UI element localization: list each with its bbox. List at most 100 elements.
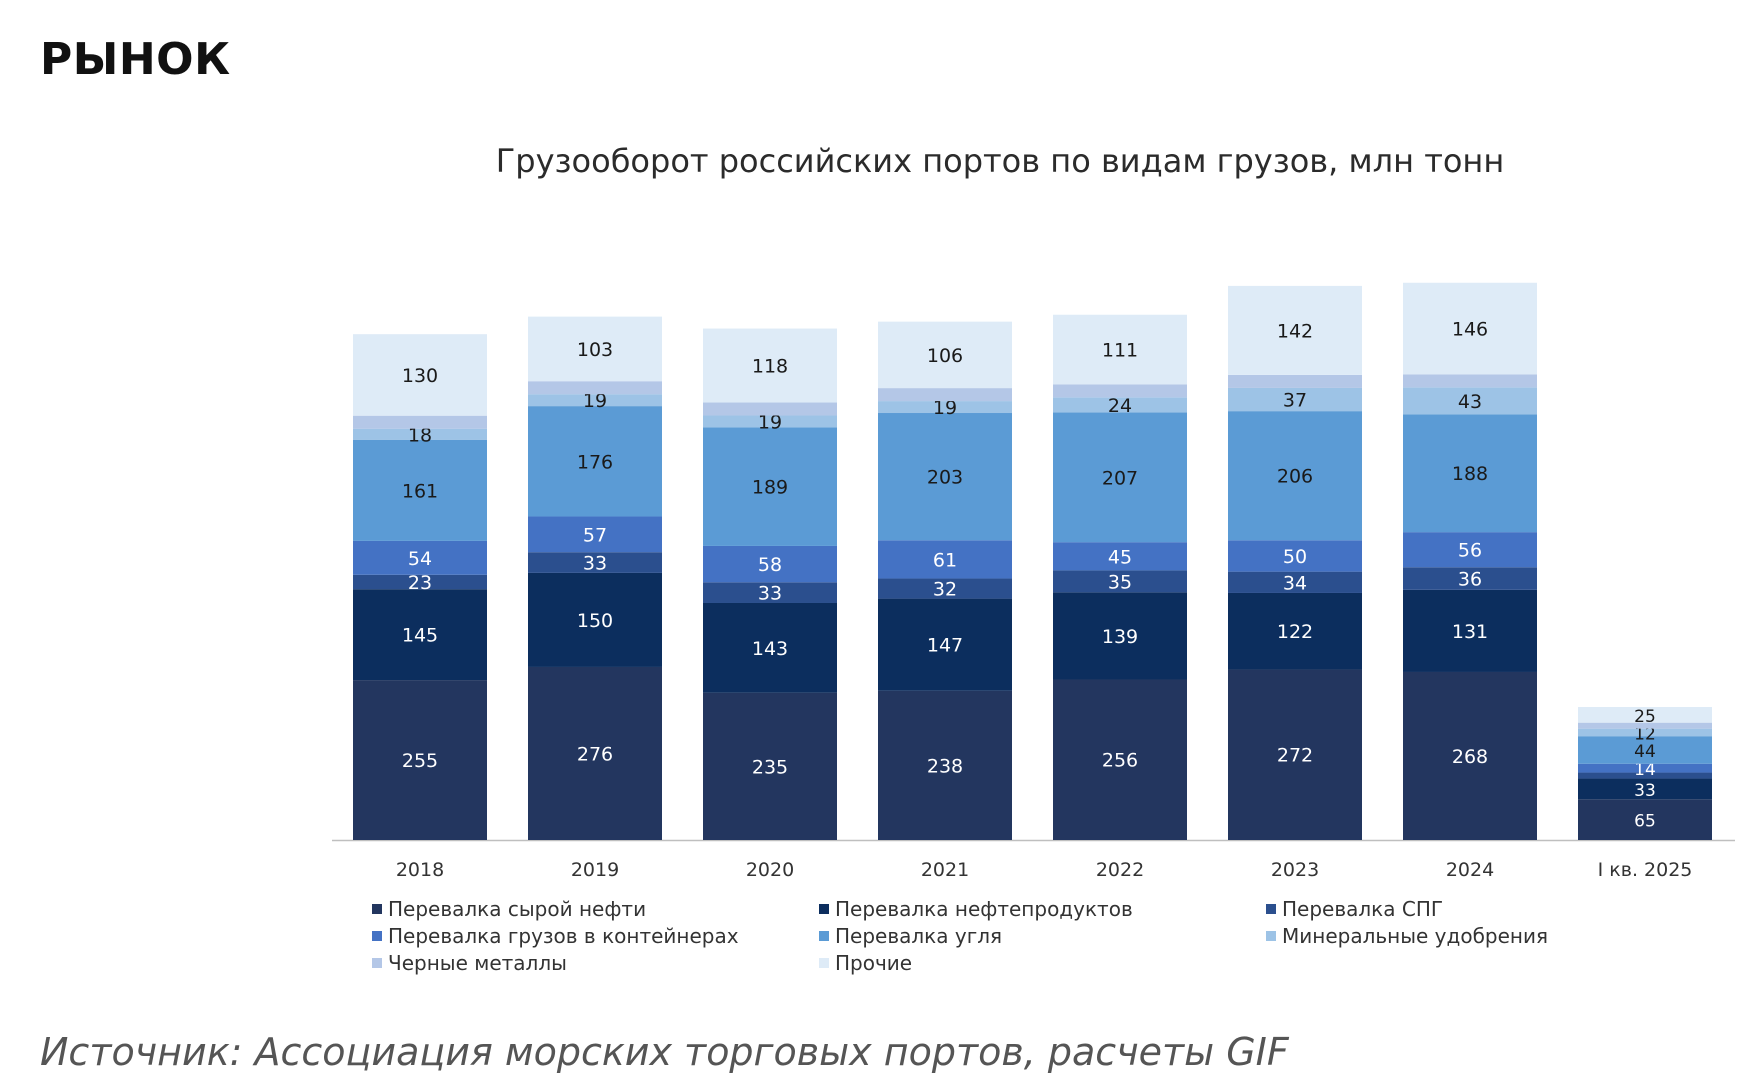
bar-segment xyxy=(703,582,837,603)
data-label: 103 xyxy=(577,339,613,361)
bar-segment xyxy=(1578,763,1712,773)
data-label: 238 xyxy=(927,755,963,777)
data-label: 106 xyxy=(927,345,963,367)
data-label: 19 xyxy=(933,397,957,419)
data-label: 14 xyxy=(1634,760,1656,780)
data-label: 43 xyxy=(1458,391,1482,413)
data-label: 34 xyxy=(1283,572,1307,594)
bar-segment xyxy=(878,401,1012,414)
bar-segment xyxy=(703,545,837,583)
legend-item: Перевалка грузов в контейнерах xyxy=(372,923,819,948)
bar-segment xyxy=(703,415,837,428)
bar-segment xyxy=(528,552,662,573)
data-label: 139 xyxy=(1102,626,1138,648)
bar-segment xyxy=(1053,397,1187,413)
data-label: 45 xyxy=(1108,546,1132,568)
bar-segment xyxy=(1053,314,1187,385)
bar-segment xyxy=(353,415,487,429)
bar-segment xyxy=(528,666,662,840)
data-label: 36 xyxy=(1458,569,1482,591)
bar-segment xyxy=(528,394,662,407)
bar-segment xyxy=(528,406,662,517)
chart-title: Грузооборот российских портов по видам г… xyxy=(495,142,1505,180)
legend-item: Прочие xyxy=(819,950,1266,975)
legend-item: Перевалка СПГ xyxy=(1266,896,1622,921)
data-label: 161 xyxy=(402,480,438,502)
bar-segment xyxy=(1578,736,1712,764)
bar-stack-5: 272 122 34 50 206 37 142 xyxy=(1228,285,1362,840)
category-label: 2020 xyxy=(746,859,794,881)
data-label: 255 xyxy=(402,750,438,772)
data-label: 12 xyxy=(1634,724,1656,744)
bar-segment xyxy=(878,321,1012,389)
bar-segment xyxy=(1403,589,1537,672)
data-label: 142 xyxy=(1277,320,1313,342)
page-heading: РЫНОК xyxy=(40,34,231,85)
data-label: 147 xyxy=(927,635,963,657)
bar-segment xyxy=(1403,567,1537,590)
bar-segment xyxy=(1228,571,1362,593)
bar-segment xyxy=(1228,669,1362,840)
bar-segment xyxy=(1053,570,1187,593)
bar-segment xyxy=(1578,728,1712,737)
bar-segment xyxy=(1053,679,1187,840)
bar-segment xyxy=(878,598,1012,691)
data-label: 65 xyxy=(1634,812,1656,832)
data-label: 50 xyxy=(1283,546,1307,568)
category-label: I кв. 2025 xyxy=(1598,859,1693,881)
bar-segment xyxy=(878,413,1012,541)
data-label: 206 xyxy=(1277,466,1313,488)
bar-segment xyxy=(1578,722,1712,729)
data-label: 189 xyxy=(752,477,788,499)
bar-segment xyxy=(703,402,837,416)
category-label: 2019 xyxy=(571,859,619,881)
data-label: 24 xyxy=(1108,395,1132,417)
data-label: 203 xyxy=(927,467,963,489)
legend-item: Черные металлы xyxy=(372,950,819,975)
bar-segment xyxy=(528,516,662,553)
bar-segment xyxy=(703,692,837,840)
legend-swatch xyxy=(372,957,382,968)
legend-label: Перевалка СПГ xyxy=(1282,896,1444,921)
bar-segment xyxy=(703,427,837,546)
bar-segment xyxy=(878,540,1012,579)
data-label: 268 xyxy=(1452,746,1488,768)
data-label: 188 xyxy=(1452,463,1488,485)
legend-swatch xyxy=(1266,930,1276,941)
category-label: 2021 xyxy=(921,859,969,881)
category-label: 2024 xyxy=(1446,859,1494,881)
data-label: 33 xyxy=(758,583,782,605)
data-label: 118 xyxy=(752,356,788,378)
legend-label: Черные металлы xyxy=(388,950,567,975)
bar-segment xyxy=(878,690,1012,840)
data-label: 256 xyxy=(1102,750,1138,772)
legend-swatch xyxy=(819,930,829,941)
bar-segment xyxy=(353,428,487,440)
bar-segment xyxy=(1403,282,1537,375)
data-label: 146 xyxy=(1452,319,1488,341)
bar-stack-2: 235 143 33 58 189 19 118 xyxy=(703,328,837,840)
data-label: 111 xyxy=(1102,340,1138,362)
data-label: 276 xyxy=(577,743,613,765)
bar-segment xyxy=(1403,414,1537,533)
category-label: 2022 xyxy=(1096,859,1144,881)
bar-segment xyxy=(1228,592,1362,670)
bar-segment xyxy=(703,602,837,693)
bar-segment xyxy=(1053,412,1187,543)
bar-stack-3: 238 147 32 61 203 19 106 xyxy=(878,321,1012,840)
data-label: 176 xyxy=(577,451,613,473)
bar-segment xyxy=(1228,387,1362,412)
bar-segment xyxy=(878,388,1012,402)
bar-stack-1: 276 150 33 57 176 19 103 xyxy=(528,316,662,840)
bar-segment xyxy=(878,578,1012,599)
data-label: 150 xyxy=(577,610,613,632)
bar-segment xyxy=(528,316,662,382)
legend-item: Минеральные удобрения xyxy=(1266,923,1622,948)
bar-segment xyxy=(1053,542,1187,571)
bar-segment xyxy=(353,540,487,575)
legend-label: Прочие xyxy=(835,950,913,975)
data-label: 54 xyxy=(408,548,432,570)
data-label: 207 xyxy=(1102,467,1138,489)
